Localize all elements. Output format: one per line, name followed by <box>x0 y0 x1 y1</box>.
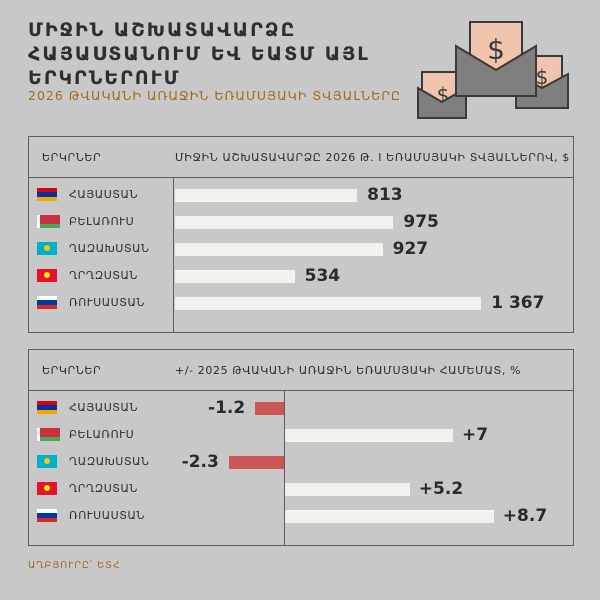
flag-kyrgyzstan-icon <box>37 482 57 495</box>
country-label: ՂԱԶԱԽՍՏԱՆ <box>69 242 150 255</box>
country-label: ՌՈՒՍԱՍՏԱՆ <box>69 296 145 309</box>
data-label: 534 <box>304 266 341 286</box>
change-bar <box>228 456 284 469</box>
flag-armenia-icon <box>37 401 57 414</box>
data-label: 975 <box>403 212 439 232</box>
flag-belarus-icon <box>37 428 60 441</box>
flag-armenia-icon <box>37 188 57 201</box>
flag-kyrgyzstan-icon <box>37 269 57 282</box>
salary-bar <box>175 270 295 283</box>
country-label: ՀԱՅԱՍՏԱՆ <box>69 401 138 414</box>
data-label: +8.7 <box>502 506 548 526</box>
salary-chart-header: ԵՐԿՐՆԵՐ ՄԻՋԻՆ ԱՇԽԱՏԱՎԱՐՁԸ 2026 Թ. I ԵՌԱՄ… <box>29 137 573 178</box>
money-envelope-icon: $ $ $ <box>417 21 569 119</box>
flag-kazakhstan-icon <box>37 455 57 468</box>
page-title: ՄԻՋԻՆ ԱՇԽԱՏԱՎԱՐՁԸ ՀԱՅԱՍՏԱՆՈՒՄ ԵՎ ԵԱՏՄ ԱՅ… <box>28 19 370 89</box>
chart-row: ՂՐՂԶՍՏԱՆ +5.2 <box>29 479 573 499</box>
chart-row: ՌՈՒՍԱՍՏԱՆ +8.7 <box>29 506 573 526</box>
data-label: 1 367 <box>491 293 545 313</box>
envelope-large-icon: $ <box>455 21 537 97</box>
salary-bar <box>175 216 394 229</box>
flag-belarus-icon <box>37 215 60 228</box>
envelope-small-right-icon: $ <box>515 55 569 109</box>
svg-text:$: $ <box>487 33 505 66</box>
chart-row: ԲԵԼԱՌՈՒՍ +7 <box>29 425 573 445</box>
country-label: ՂՐՂԶՍՏԱՆ <box>69 269 138 282</box>
change-chart-header: ԵՐԿՐՆԵՐ +/- 2025 ԹՎԱԿԱՆԻ ԱՌԱՋԻՆ ԵՌԱՄՍՅԱԿ… <box>29 350 573 391</box>
page-subtitle: 2026 ԹՎԱԿԱՆԻ ԱՌԱՋԻՆ ԵՌԱՄՍՅԱԿԻ ՏՎՅԱԼՆԵՐԸ <box>28 88 402 103</box>
flag-russia-icon <box>37 509 57 522</box>
flag-kazakhstan-icon <box>37 242 57 255</box>
axis-line <box>173 177 174 332</box>
zero-axis-line <box>284 390 285 545</box>
source-note: ԱՂԲՅՈՒՐԸ՝ ԵՏՀ <box>28 560 121 571</box>
data-label: 813 <box>367 185 403 205</box>
data-label: 927 <box>392 239 429 259</box>
chart-row: ՀԱՅԱՍՏԱՆ 813 <box>29 185 573 205</box>
chart-row: ԲԵԼԱՌՈՒՍ 975 <box>29 212 573 232</box>
column-header-countries: ԵՐԿՐՆԵՐ <box>42 151 102 164</box>
change-bar <box>255 402 284 415</box>
chart-row: ՌՈՒՍԱՍՏԱՆ 1 367 <box>29 293 573 313</box>
salary-bar <box>175 189 358 202</box>
country-label: ՌՈՒՍԱՍՏԱՆ <box>69 509 145 522</box>
salary-bar <box>175 297 482 310</box>
country-label: ՀԱՅԱՍՏԱՆ <box>69 188 138 201</box>
svg-text:$: $ <box>536 65 549 89</box>
data-label: -1.2 <box>208 398 246 418</box>
change-bar <box>285 483 410 496</box>
change-chart-panel: ԵՐԿՐՆԵՐ +/- 2025 ԹՎԱԿԱՆԻ ԱՌԱՋԻՆ ԵՌԱՄՍՅԱԿ… <box>28 349 574 546</box>
salary-chart-panel: ԵՐԿՐՆԵՐ ՄԻՋԻՆ ԱՇԽԱՏԱՎԱՐՁԸ 2026 Թ. I ԵՌԱՄ… <box>28 136 574 333</box>
data-label: -2.3 <box>181 452 219 472</box>
country-label: ՂԱԶԱԽՍՏԱՆ <box>69 455 150 468</box>
country-label: ԲԵԼԱՌՈՒՍ <box>69 215 135 228</box>
salary-bar <box>175 243 383 256</box>
column-header-change: +/- 2025 ԹՎԱԿԱՆԻ ԱՌԱՋԻՆ ԵՌԱՄՍՅԱԿԻ ՀԱՄԵՄԱ… <box>175 364 522 377</box>
chart-row: ՀԱՅԱՍՏԱՆ -1.2 <box>29 398 573 418</box>
chart-row: ՂԱԶԱԽՍՏԱՆ 927 <box>29 239 573 259</box>
change-bar <box>285 429 453 442</box>
flag-russia-icon <box>37 296 57 309</box>
column-header-countries: ԵՐԿՐՆԵՐ <box>42 364 102 377</box>
data-label: +5.2 <box>418 479 464 499</box>
country-label: ՂՐՂԶՍՏԱՆ <box>69 482 138 495</box>
chart-row: ՂՐՂԶՍՏԱՆ 534 <box>29 266 573 286</box>
change-bar <box>285 510 494 523</box>
country-label: ԲԵԼԱՌՈՒՍ <box>69 428 135 441</box>
data-label: +7 <box>462 425 489 445</box>
chart-row: ՂԱԶԱԽՍՏԱՆ -2.3 <box>29 452 573 472</box>
column-header-salary: ՄԻՋԻՆ ԱՇԽԱՏԱՎԱՐՁԸ 2026 Թ. I ԵՌԱՄՍՅԱԿԻ ՏՎ… <box>175 151 570 164</box>
